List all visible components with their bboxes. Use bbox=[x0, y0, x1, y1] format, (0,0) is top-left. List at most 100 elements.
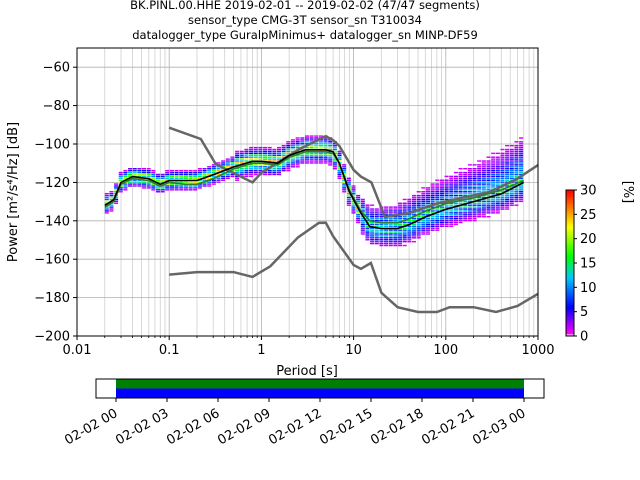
heatmap-cell bbox=[300, 156, 305, 158]
heatmap-cell bbox=[481, 160, 486, 162]
heatmap-cell bbox=[500, 154, 505, 156]
heatmap-cell bbox=[449, 192, 454, 195]
heatmap-cell bbox=[342, 187, 347, 189]
heatmap-cell bbox=[500, 160, 505, 162]
heatmap-cell bbox=[411, 194, 417, 197]
heatmap-cell bbox=[276, 158, 282, 160]
heatmap-cell bbox=[486, 175, 491, 178]
heatmap-cell bbox=[384, 214, 389, 216]
y-tick-label: −200 bbox=[34, 330, 70, 345]
heatmap-cell bbox=[267, 173, 272, 176]
heatmap-cell bbox=[286, 160, 291, 162]
heatmap-cell bbox=[211, 175, 216, 178]
heatmap-cell bbox=[411, 204, 417, 206]
heatmap-cell bbox=[137, 175, 142, 178]
heatmap-cell bbox=[374, 240, 379, 243]
heatmap-cell bbox=[351, 191, 356, 193]
heatmap-cell bbox=[318, 152, 323, 155]
heatmap-cell bbox=[253, 168, 258, 170]
heatmap-cell bbox=[114, 183, 119, 185]
heatmap-cell bbox=[509, 154, 514, 156]
colorbar-segment bbox=[566, 199, 574, 203]
heatmap-cell bbox=[286, 143, 291, 145]
heatmap-cell bbox=[155, 185, 161, 187]
heatmap-cell bbox=[519, 173, 524, 176]
heatmap-cell bbox=[505, 204, 510, 206]
heatmap-cell bbox=[360, 227, 365, 229]
heatmap-cell bbox=[393, 244, 398, 247]
heatmap-cell bbox=[435, 192, 440, 195]
heatmap-cell bbox=[323, 146, 328, 149]
heatmap-cell bbox=[290, 148, 296, 151]
heatmap-cell bbox=[500, 194, 505, 197]
heatmap-cell bbox=[276, 148, 282, 151]
heatmap-cell bbox=[514, 194, 519, 197]
heatmap-cell bbox=[290, 141, 296, 143]
heatmap-cell bbox=[165, 175, 170, 178]
heatmap-cell bbox=[411, 227, 417, 229]
heatmap-cell bbox=[351, 204, 356, 206]
heatmap-cell bbox=[463, 217, 468, 220]
heatmap-cell bbox=[155, 177, 161, 180]
heatmap-cell bbox=[109, 208, 114, 210]
heatmap-cell bbox=[453, 196, 458, 199]
heatmap-cell bbox=[286, 162, 291, 164]
heatmap-cell bbox=[477, 208, 482, 210]
heatmap-cell bbox=[491, 198, 496, 201]
heatmap-cell bbox=[114, 200, 119, 203]
heatmap-cell bbox=[514, 166, 519, 168]
heatmap-cell bbox=[360, 219, 365, 222]
heatmap-cell bbox=[197, 175, 202, 178]
heatmap-cell bbox=[151, 187, 156, 189]
heatmap-cell bbox=[365, 233, 370, 235]
heatmap-cell bbox=[463, 183, 468, 185]
heatmap-cell bbox=[444, 225, 449, 228]
heatmap-cell bbox=[458, 202, 463, 204]
heatmap-cell bbox=[267, 146, 272, 149]
heatmap-cell bbox=[109, 196, 114, 199]
heatmap-cell bbox=[416, 229, 421, 231]
heatmap-cell bbox=[435, 198, 440, 201]
heatmap-cell bbox=[118, 189, 123, 191]
heatmap-cell bbox=[244, 148, 249, 151]
colorbar-label: [%] bbox=[620, 181, 635, 204]
heatmap-cell bbox=[118, 171, 123, 174]
heatmap-cell bbox=[519, 148, 524, 151]
heatmap-cell bbox=[309, 146, 314, 149]
heatmap-cell bbox=[439, 196, 444, 199]
colorbar-segment bbox=[566, 282, 574, 286]
heatmap-cell bbox=[328, 154, 333, 156]
heatmap-cell bbox=[160, 175, 165, 178]
heatmap-cell bbox=[519, 156, 524, 158]
heatmap-cell bbox=[304, 152, 309, 155]
heatmap-cell bbox=[300, 148, 305, 151]
heatmap-cell bbox=[505, 154, 510, 156]
heatmap-cell bbox=[225, 160, 230, 162]
heatmap-cell bbox=[379, 217, 384, 220]
heatmap-cell bbox=[393, 239, 398, 241]
heatmap-cell bbox=[314, 156, 319, 158]
colorbar-segment bbox=[566, 318, 574, 322]
heatmap-cell bbox=[509, 189, 514, 191]
heatmap-cell bbox=[356, 212, 361, 214]
heatmap-cell bbox=[393, 242, 398, 245]
heatmap-cell bbox=[519, 189, 524, 191]
heatmap-cell bbox=[514, 187, 519, 189]
heatmap-cell bbox=[398, 240, 403, 243]
heatmap-cell bbox=[430, 219, 435, 222]
heatmap-cell bbox=[281, 169, 286, 172]
heatmap-cell bbox=[481, 173, 486, 176]
heatmap-cell bbox=[132, 169, 137, 172]
heatmap-cell bbox=[491, 208, 496, 210]
heatmap-cell bbox=[197, 187, 202, 189]
heatmap-cell bbox=[514, 169, 519, 172]
heatmap-cell bbox=[435, 200, 440, 203]
heatmap-cell bbox=[346, 200, 351, 203]
heatmap-cell bbox=[495, 169, 500, 172]
heatmap-cell bbox=[425, 217, 431, 220]
heatmap-cell bbox=[481, 181, 486, 183]
heatmap-cell bbox=[425, 225, 431, 228]
heatmap-cell bbox=[360, 210, 365, 212]
heatmap-cell bbox=[365, 212, 370, 214]
heatmap-cell bbox=[491, 152, 496, 155]
